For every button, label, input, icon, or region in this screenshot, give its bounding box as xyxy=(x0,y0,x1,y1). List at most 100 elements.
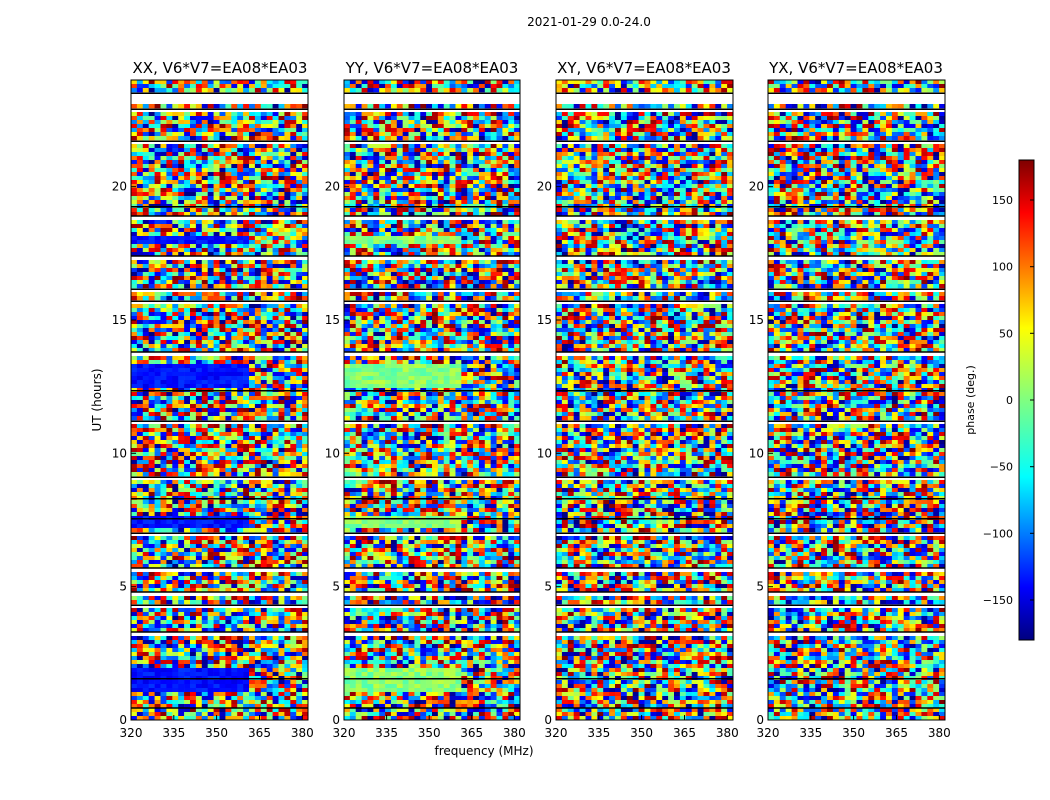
heatmap-cell xyxy=(131,464,138,469)
heatmap-cell xyxy=(449,168,456,173)
heatmap-cell xyxy=(266,396,273,401)
heatmap-cell xyxy=(190,272,197,277)
heatmap-cell xyxy=(225,528,232,533)
heatmap-cell xyxy=(131,556,138,561)
heatmap-cell xyxy=(254,564,262,569)
heatmap-cell xyxy=(296,308,303,313)
y-tick-label: 15 xyxy=(112,313,127,327)
heatmap-cell xyxy=(272,152,279,157)
heatmap-cell xyxy=(225,248,232,253)
heatmap-cell xyxy=(160,452,167,457)
heatmap-cell xyxy=(201,596,208,601)
heatmap-cell xyxy=(184,588,191,593)
heatmap-cell xyxy=(190,144,197,149)
heatmap-cell xyxy=(148,124,155,129)
heatmap-cell xyxy=(154,320,161,325)
heatmap-cell xyxy=(272,252,279,257)
heatmap-cell xyxy=(142,548,149,553)
heatmap-cell xyxy=(213,652,220,657)
heatmap-cell xyxy=(243,260,250,265)
heatmap-cell xyxy=(225,552,232,557)
heatmap-cell xyxy=(266,616,273,621)
heatmap-cell xyxy=(302,540,309,545)
heatmap-cell xyxy=(148,156,155,161)
heatmap-cell xyxy=(296,184,303,189)
heatmap-cell xyxy=(278,196,285,201)
heatmap-cell xyxy=(296,248,303,253)
heatmap-cell xyxy=(160,424,167,429)
heatmap-cell xyxy=(195,304,203,309)
heatmap-cell xyxy=(296,200,303,205)
heatmap-cell xyxy=(278,360,285,365)
heatmap-cell xyxy=(154,684,161,689)
heatmap-cell xyxy=(243,508,250,513)
heatmap-cell xyxy=(219,444,226,449)
heatmap-cell xyxy=(272,472,279,477)
heatmap-cell xyxy=(254,284,262,289)
heatmap-cell xyxy=(302,164,309,169)
heatmap-cell xyxy=(296,696,303,701)
heatmap-cell xyxy=(131,124,138,129)
heatmap-cell xyxy=(154,548,161,553)
heatmap-cell xyxy=(420,148,427,153)
heatmap-cell xyxy=(136,448,144,453)
heatmap-cell xyxy=(172,408,179,413)
heatmap-cell xyxy=(148,280,155,285)
heatmap-cell xyxy=(166,504,173,509)
heatmap-cell xyxy=(201,168,208,173)
heatmap-cell xyxy=(514,180,521,185)
heatmap-cell xyxy=(367,160,374,165)
heatmap-cell xyxy=(166,488,173,493)
heatmap-cell xyxy=(296,444,303,449)
heatmap-cell xyxy=(243,416,250,421)
heatmap-cell xyxy=(195,328,203,333)
heatmap-cell xyxy=(172,688,179,693)
heatmap-cell xyxy=(166,416,173,421)
heatmap-cell xyxy=(160,596,167,601)
heatmap-cell xyxy=(254,692,262,697)
heatmap-cell xyxy=(484,152,491,157)
heatmap-cell xyxy=(284,84,291,89)
heatmap-cell xyxy=(490,124,497,129)
heatmap-cell xyxy=(231,412,238,417)
heatmap-cell xyxy=(172,148,179,153)
heatmap-cell xyxy=(225,116,232,121)
heatmap-cell xyxy=(166,572,173,577)
heatmap-cell xyxy=(302,624,309,629)
heatmap-cell xyxy=(148,504,155,509)
heatmap-cell xyxy=(278,520,285,525)
heatmap-cell xyxy=(243,192,250,197)
heatmap-cell xyxy=(201,436,208,441)
heatmap-cell xyxy=(249,428,256,433)
heatmap-cell xyxy=(225,520,232,525)
heatmap-cell xyxy=(249,184,256,189)
heatmap-cell xyxy=(243,396,250,401)
heatmap-cell xyxy=(302,704,309,709)
heatmap-cell xyxy=(284,116,291,121)
heatmap-cell xyxy=(490,156,497,161)
heatmap-cell xyxy=(467,160,474,165)
heatmap-cell xyxy=(166,280,173,285)
heatmap-cell xyxy=(225,652,232,657)
heatmap-cell xyxy=(207,308,214,313)
heatmap-cell xyxy=(249,176,256,181)
heatmap-cell xyxy=(290,624,297,629)
heatmap-cell xyxy=(290,644,297,649)
heatmap-cell xyxy=(243,560,250,565)
heatmap-cell xyxy=(172,172,179,177)
heatmap-cell xyxy=(467,148,474,153)
heatmap-cell xyxy=(272,224,279,229)
heatmap-cell xyxy=(154,584,161,589)
heatmap-cell xyxy=(302,192,309,197)
heatmap-cell xyxy=(190,228,197,233)
heatmap-cell xyxy=(160,296,167,301)
heatmap-cell xyxy=(166,672,173,677)
heatmap-cell xyxy=(490,136,497,141)
heatmap-cell xyxy=(260,628,267,633)
heatmap-cell xyxy=(266,400,273,405)
heatmap-cell xyxy=(278,128,285,133)
heatmap-cell xyxy=(467,104,474,109)
heatmap-cell xyxy=(266,428,273,433)
heatmap-cell xyxy=(213,260,220,265)
heatmap-cell xyxy=(219,280,226,285)
